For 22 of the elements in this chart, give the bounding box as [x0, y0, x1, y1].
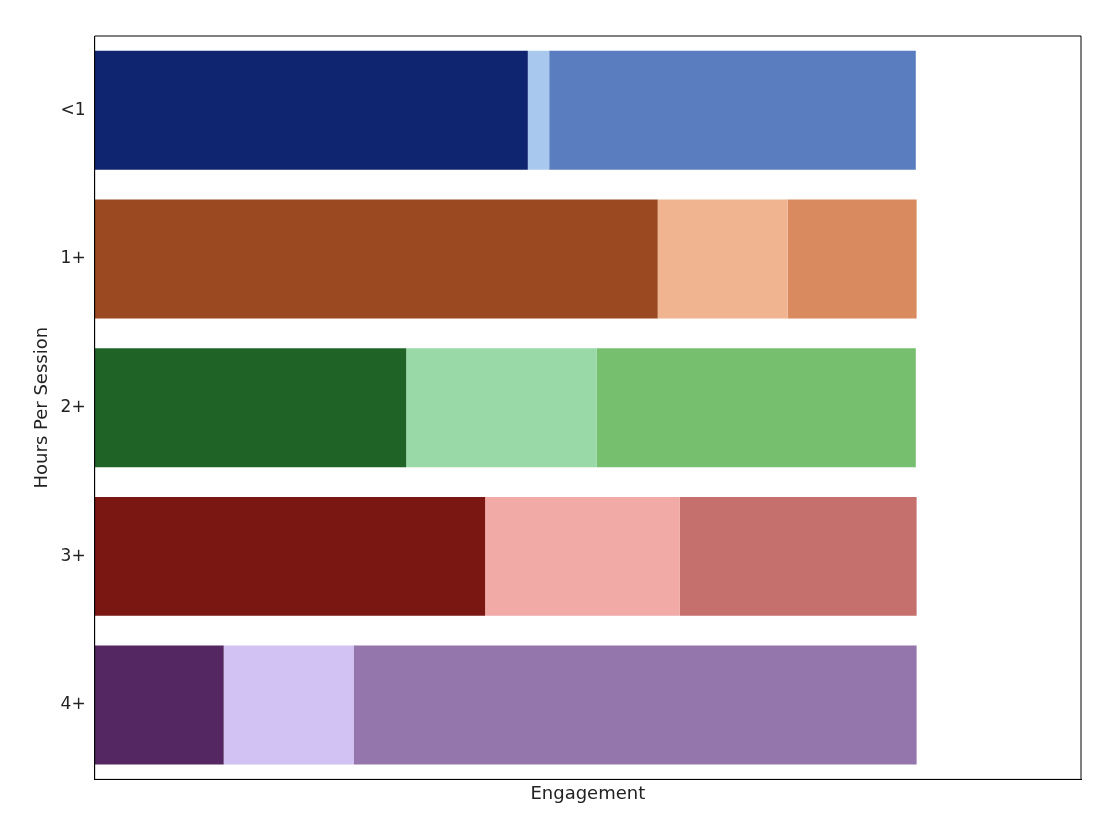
y-tick-label: 3+	[60, 544, 86, 565]
x-axis-title: Engagement	[530, 781, 646, 803]
bar	[94, 50, 528, 170]
bar	[94, 199, 658, 319]
bar	[223, 645, 354, 765]
y-tick-label: 1+	[60, 247, 86, 268]
bar	[353, 645, 917, 765]
y-tick-label: 2+	[60, 396, 86, 417]
bar	[527, 50, 550, 170]
bar	[94, 645, 224, 765]
bar	[657, 199, 788, 319]
y-tick-label: <1	[60, 98, 86, 119]
bar	[485, 496, 680, 616]
bar	[94, 348, 407, 468]
bar	[787, 199, 917, 319]
bar	[549, 50, 916, 170]
bar	[406, 348, 597, 468]
bar	[679, 496, 917, 616]
y-tick-label: 4+	[60, 693, 86, 714]
y-axis-title: Hours Per Session	[30, 326, 52, 489]
bar	[596, 348, 916, 468]
bar	[94, 496, 486, 616]
